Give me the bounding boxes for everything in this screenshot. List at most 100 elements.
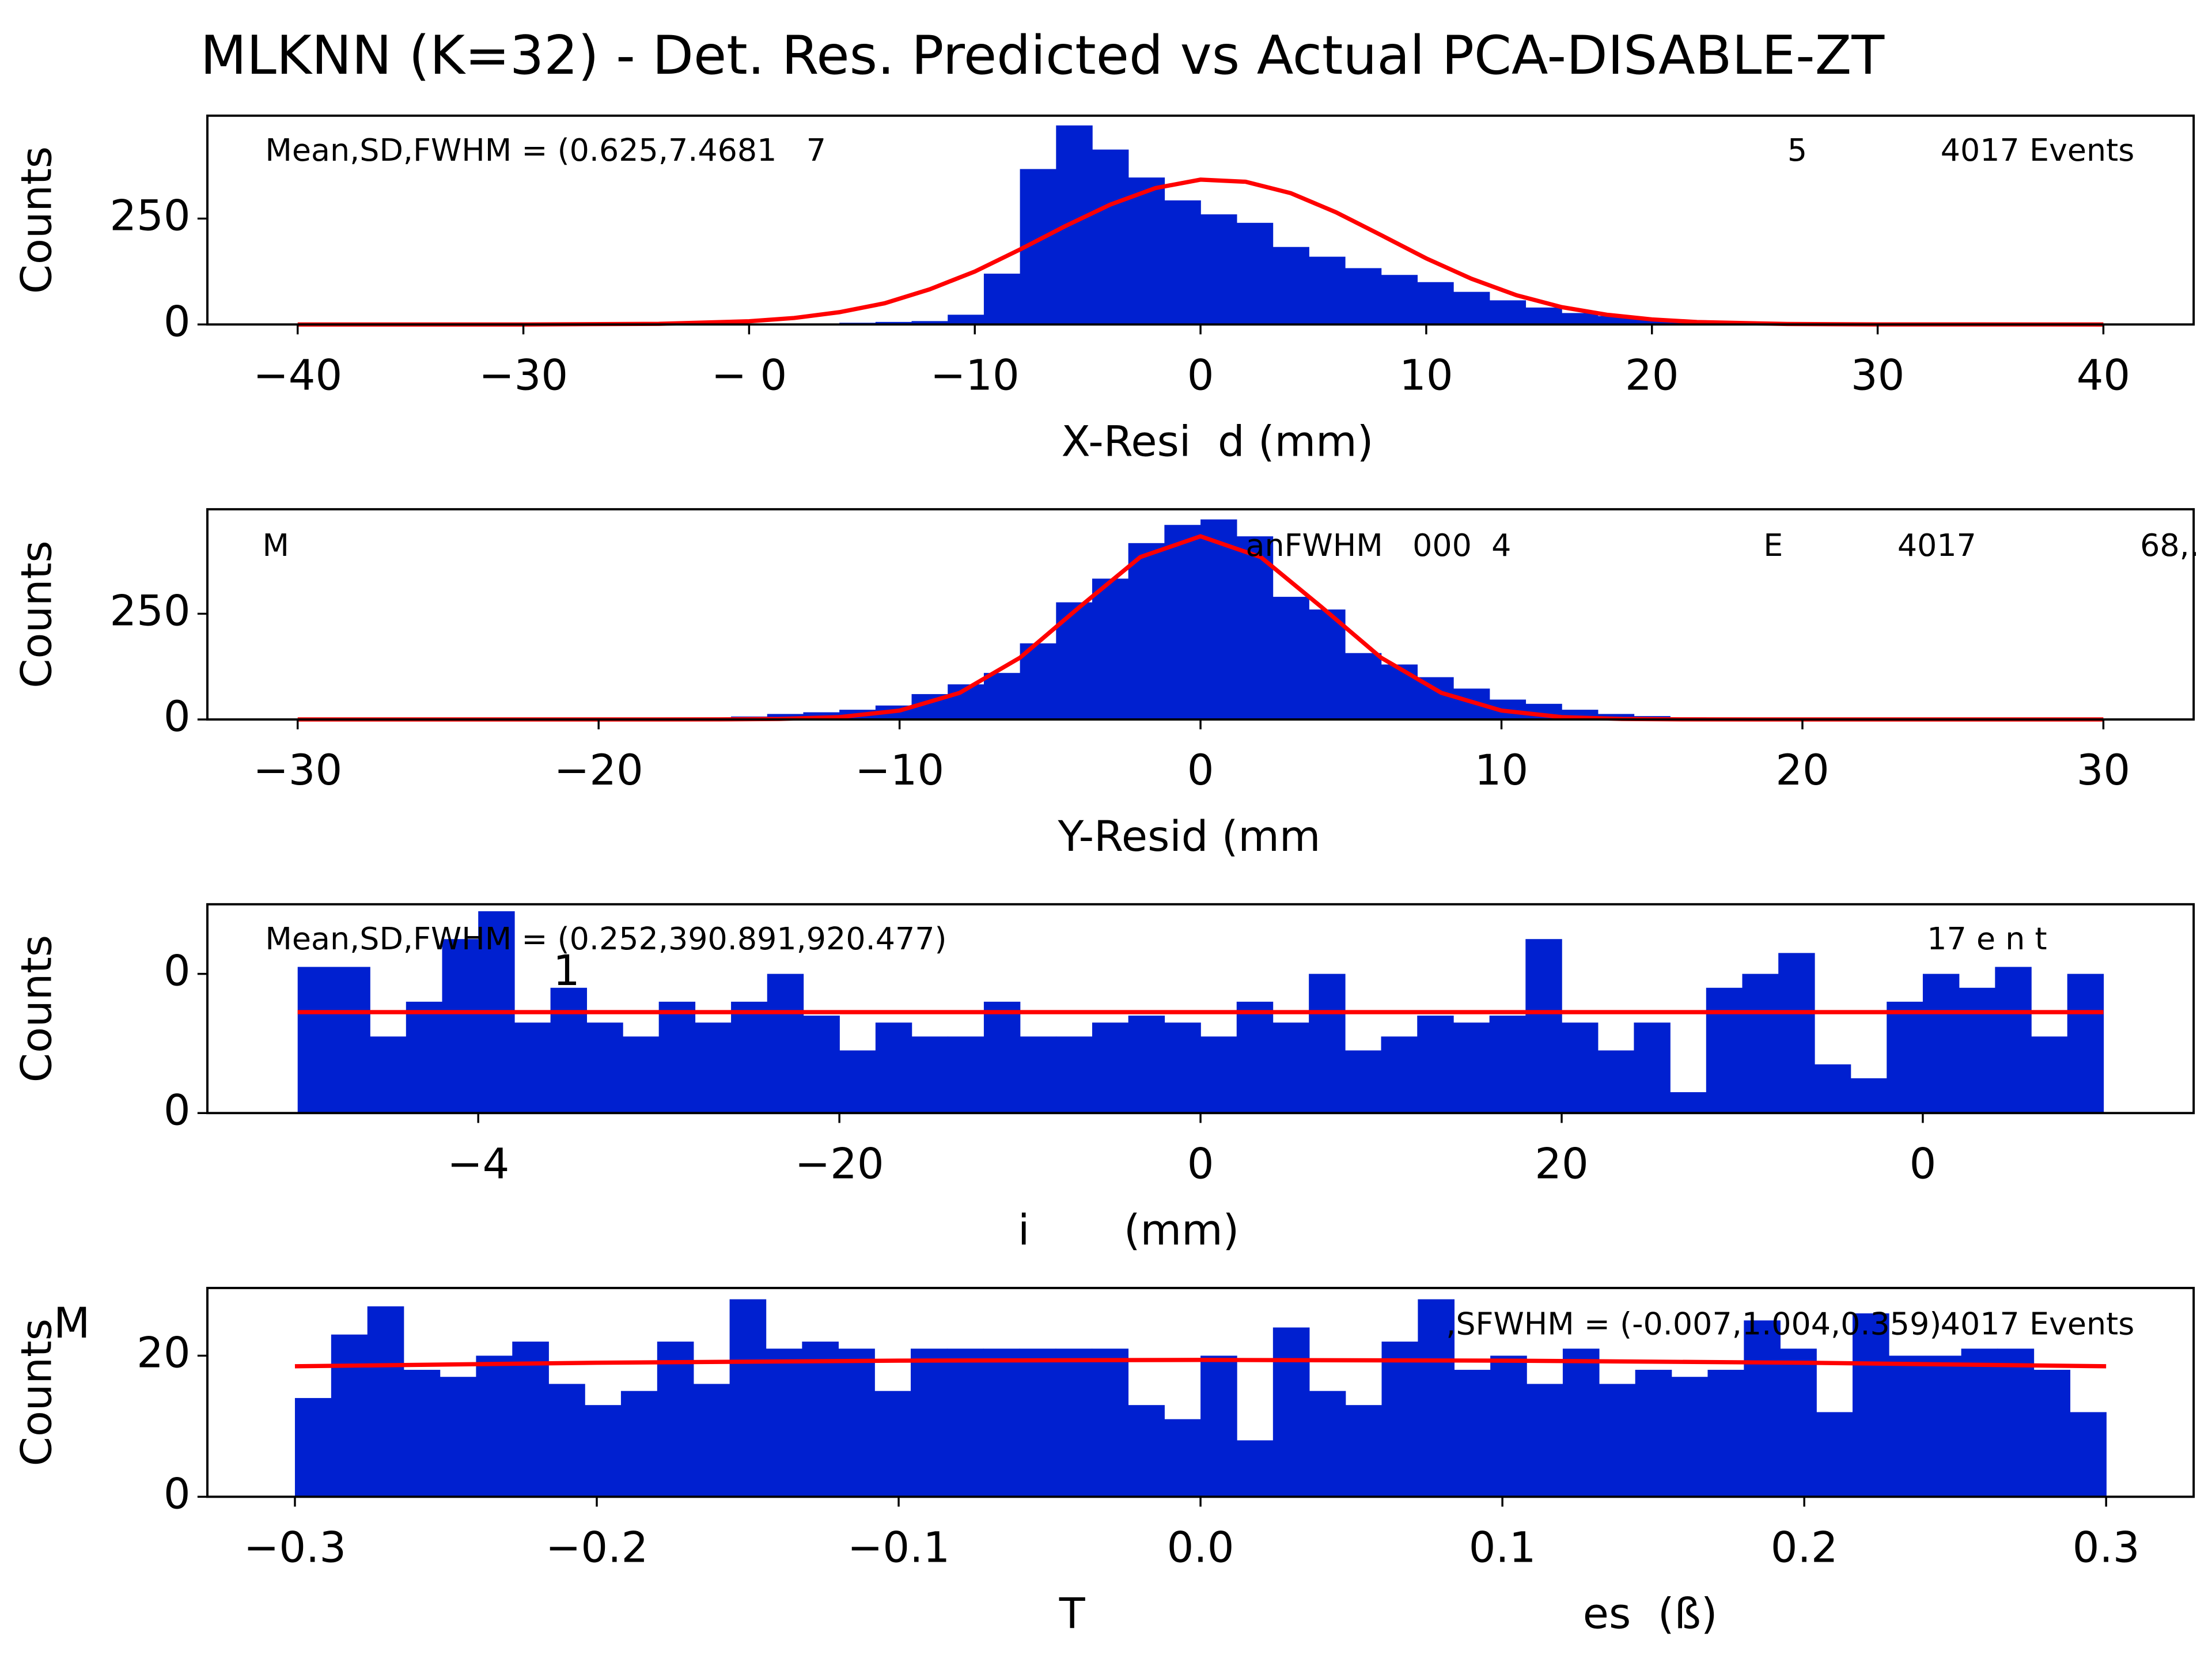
x-tick-label: −10 <box>930 351 1020 400</box>
histogram-bar <box>1816 1412 1853 1497</box>
histogram-bar <box>657 1341 694 1497</box>
x-tick-label: 10 <box>1399 351 1453 400</box>
histogram-bar <box>403 1369 441 1497</box>
histogram-bar <box>512 1341 549 1497</box>
histogram-bar <box>911 1349 948 1497</box>
histogram-bar <box>838 1349 875 1497</box>
histogram-bar <box>1164 200 1201 325</box>
histogram-bar <box>1381 664 1418 719</box>
x-axis-label: X-Resi d (mm) <box>1062 417 1374 466</box>
histogram-bar <box>1562 1022 1599 1113</box>
y-tick-label: 0 <box>164 1086 191 1135</box>
histogram-bar <box>1236 222 1274 325</box>
histogram-bar <box>1670 1092 1707 1113</box>
annotation: anFWHM 000 4 <box>1245 527 1511 563</box>
y-tick-label: 0 <box>164 297 191 346</box>
histogram-bar <box>2031 1036 2068 1113</box>
histogram-bar <box>1345 1405 1382 1497</box>
annotation: 4017 Events <box>1941 132 2135 168</box>
x-tick-label: 0 <box>1187 351 1214 400</box>
histogram-bar <box>2070 1412 2107 1497</box>
histogram-bar <box>1527 1384 1563 1497</box>
histogram-bar <box>729 1299 767 1497</box>
histogram-bar <box>1562 1349 1600 1497</box>
y-axis-label: Counts <box>13 540 62 688</box>
histogram-bar <box>297 967 335 1113</box>
histogram-bar <box>1272 1022 1309 1113</box>
histogram-bar <box>1381 275 1418 325</box>
x-tick-label: 20 <box>1775 746 1829 795</box>
histogram-bar <box>948 315 984 325</box>
annotation: 68,. <box>2140 527 2199 563</box>
histogram-bar <box>1200 519 1237 719</box>
x-tick-label: 30 <box>1851 351 1904 400</box>
histogram-bar <box>1164 1419 1201 1497</box>
histogram-bar <box>839 1050 876 1113</box>
histogram-bar <box>1525 307 1562 325</box>
histogram-bar <box>1778 953 1815 1113</box>
histogram-bar <box>983 673 1021 719</box>
histogram-bar <box>1634 1022 1671 1113</box>
histogram-bar <box>1344 268 1382 325</box>
histogram-bar <box>585 1405 622 1497</box>
histogram-bar <box>1454 1369 1491 1497</box>
x-tick-label: 0.3 <box>2073 1523 2140 1572</box>
fit-curve <box>294 1358 2107 1369</box>
histogram-bar <box>1887 1001 1923 1113</box>
histogram-bar <box>1490 1355 1527 1497</box>
histogram-bar <box>1272 1327 1310 1497</box>
histogram-bar <box>1019 1349 1056 1497</box>
y-axis-label: Counts <box>13 935 62 1082</box>
x-tick-label: 0.1 <box>1469 1523 1536 1572</box>
histogram-bar <box>1092 578 1129 719</box>
histogram-bar <box>1780 1349 1817 1497</box>
x-tick-label: 10 <box>1475 746 1528 795</box>
x-tick-label: −4 <box>447 1139 509 1188</box>
histogram-bar <box>1056 125 1093 325</box>
histogram-bar <box>367 1306 404 1497</box>
histogram-bar <box>1525 939 1562 1113</box>
x-tick-label: 0.0 <box>1167 1523 1234 1572</box>
histogram-bar <box>1417 282 1454 325</box>
histogram-bar <box>370 1036 407 1113</box>
histogram-bar <box>1959 987 1996 1113</box>
histogram-bar <box>983 1001 1021 1113</box>
histogram-bar <box>1853 1313 1889 1497</box>
histogram-bar <box>1128 177 1165 325</box>
histogram-bar <box>1128 1405 1165 1497</box>
histogram-bar <box>1164 525 1201 719</box>
histogram-bar <box>1092 1022 1129 1113</box>
histogram-bar <box>1272 597 1309 719</box>
annotation: es (ß) <box>1583 1590 1718 1639</box>
histogram-bar <box>767 974 804 1113</box>
histogram-bar <box>622 1036 660 1113</box>
x-tick-label: 20 <box>1535 1139 1588 1188</box>
x-tick-label: −0.3 <box>244 1523 346 1572</box>
y-tick-label: 20 <box>137 1328 190 1377</box>
histogram-bar <box>1344 653 1382 719</box>
histogram-bar <box>1707 1369 1745 1497</box>
x-tick-label: −0.2 <box>546 1523 648 1572</box>
histogram-bar <box>1381 1036 1418 1113</box>
histogram-bar <box>875 1022 912 1113</box>
histogram-bar <box>1309 609 1346 719</box>
histogram-bar <box>548 1384 585 1497</box>
x-tick-label: −40 <box>253 351 342 400</box>
histogram-bar <box>1961 1349 1998 1497</box>
x-tick-label: −30 <box>253 746 342 795</box>
histogram-bar <box>1489 300 1527 325</box>
histogram-bar <box>1706 987 1743 1113</box>
histogram-bar <box>658 1001 696 1113</box>
annotation: 5 <box>1787 132 1807 168</box>
histogram-bar <box>1309 974 1346 1113</box>
histogram-bar <box>1055 1349 1093 1497</box>
x-tick-label: 0 <box>1910 1139 1937 1188</box>
histogram-bar <box>948 1036 984 1113</box>
annotation: ,SFWHM = (-0.007,1.004,0.359) <box>1446 1306 1941 1342</box>
histogram-bar <box>1164 1022 1201 1113</box>
histogram-bar <box>983 1349 1020 1497</box>
histogram-bar <box>1922 974 1960 1113</box>
histogram-bar <box>1453 291 1490 325</box>
y-axis-label: Counts <box>13 146 62 294</box>
histogram-bar <box>695 1022 732 1113</box>
